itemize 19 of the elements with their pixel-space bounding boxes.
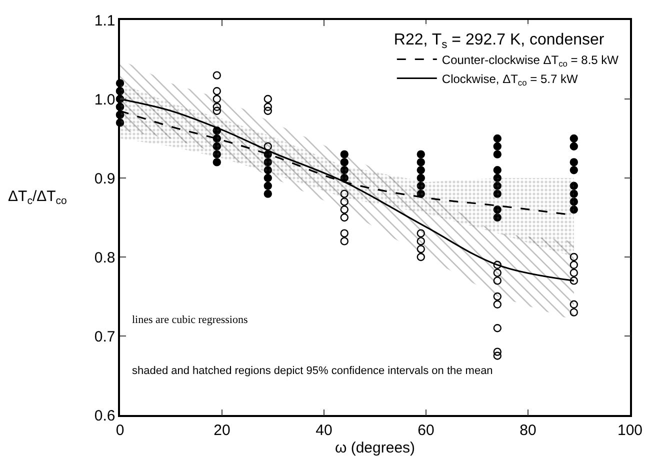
legend-label: Counter-clockwise ΔT$_{co}$ = 8.5 kW	[442, 52, 620, 68]
x-tick-label: 20	[214, 422, 230, 439]
annotation: lines are cubic regressions	[132, 314, 248, 326]
legend-label: Clockwise, ΔT$_{co}$ = 5.7 kW	[442, 72, 578, 88]
y-tick-label: 0.8	[94, 249, 116, 266]
x-tick-label: 0	[116, 422, 124, 439]
legend-title: R22, T$_{s}$ = 292.7 K, condenser	[394, 32, 605, 52]
x-tick-label: 40	[316, 422, 332, 439]
y-tick-label: 0.7	[94, 328, 116, 346]
y-tick-label: 1.0	[94, 91, 116, 108]
y-tick-label: 0.9	[94, 170, 116, 188]
x-tick-label: 80	[520, 422, 536, 439]
y-tick-label: 0.6	[94, 407, 116, 424]
y-tick-label: 1.1	[94, 12, 116, 30]
y-axis-title: ΔT$_{c}$/ΔT$_{co}$	[8, 188, 68, 208]
x-tick-label: 100	[617, 422, 643, 439]
x-tick-label: 60	[418, 422, 434, 439]
annotation: shaded and hatched regions depict 95% confidence intervals on the mean	[132, 365, 493, 377]
x-axis-title: ω (degrees)	[334, 439, 416, 456]
